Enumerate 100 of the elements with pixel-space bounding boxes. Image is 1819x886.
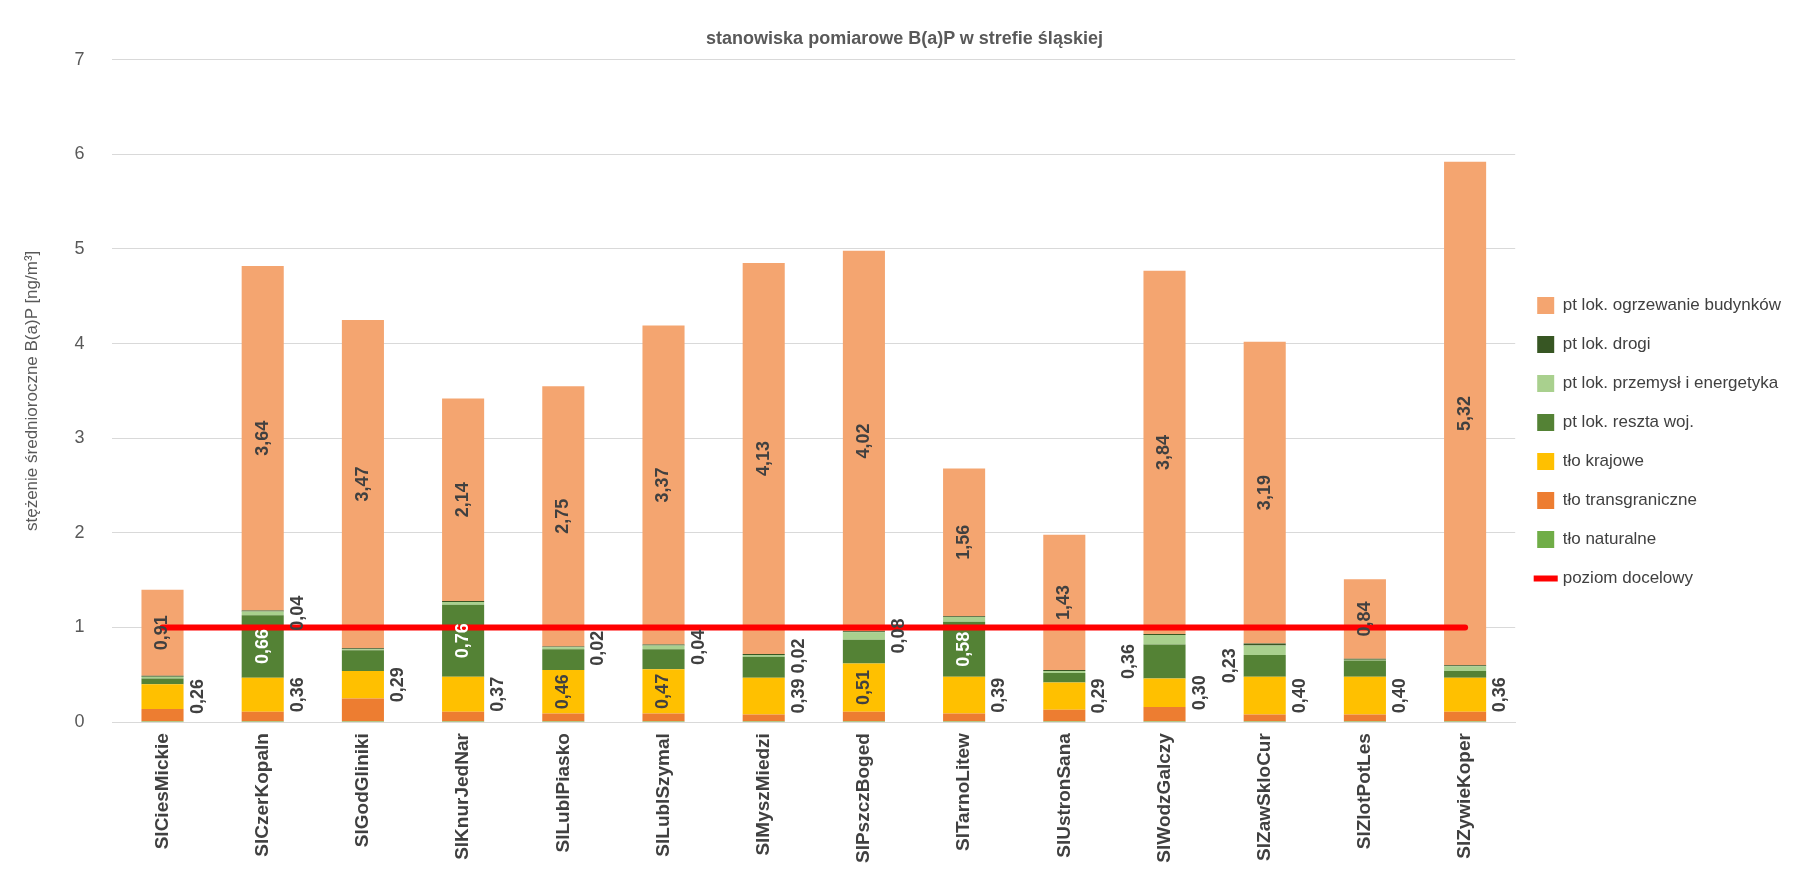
data-label: 0,39 <box>988 677 1009 713</box>
bar <box>341 650 384 672</box>
bar <box>1343 660 1386 677</box>
legend-label: poziom docelowy <box>1562 568 1694 588</box>
bar <box>241 611 284 616</box>
x-tick-label: SlKnurJedNar <box>451 732 473 860</box>
x-tick-label: SlMyszMiedzi <box>751 733 773 856</box>
bar <box>542 713 585 722</box>
bar <box>1444 671 1487 678</box>
data-label: 0,29 <box>1088 678 1109 714</box>
data-label: 3,84 <box>1153 434 1174 470</box>
y-axis-title: stężenie średnioroczne B(a)P [ng/m³] <box>21 250 41 532</box>
bar <box>642 645 685 650</box>
bar <box>241 711 284 722</box>
bar <box>341 319 384 649</box>
bar <box>442 398 485 601</box>
bar <box>1143 270 1186 635</box>
bar <box>642 649 685 670</box>
bar <box>1444 711 1487 722</box>
bar <box>742 263 785 654</box>
data-label: 0,26 <box>186 679 207 715</box>
legend-label: pt lok. przemysł i energetyka <box>1562 373 1779 393</box>
x-tick-label: SlLublPiasko <box>551 733 573 853</box>
data-label: 1,43 <box>1053 584 1074 620</box>
data-label: 4,13 <box>752 441 773 477</box>
data-label: 0,39 <box>787 678 808 714</box>
data-label: 0,23 <box>1218 648 1239 684</box>
legend-label: tło transgraniczne <box>1562 490 1697 510</box>
bar <box>341 698 384 722</box>
data-label: 3,19 <box>1253 475 1274 511</box>
data-label: 0,40 <box>1388 678 1409 714</box>
bar <box>842 639 885 664</box>
data-label: 0,30 <box>1188 675 1209 711</box>
bar <box>742 677 785 715</box>
bar <box>742 656 785 678</box>
data-label: 0,47 <box>652 673 673 709</box>
legend-label: pt lok. ogrzewanie budynków <box>1562 295 1782 315</box>
data-label: 0,04 <box>687 629 708 665</box>
data-label: 3,37 <box>652 467 673 503</box>
x-tick-label: SlZywieKoper <box>1453 732 1475 859</box>
x-tick-label: SlZlotPotLes <box>1353 733 1375 850</box>
bar <box>1143 644 1186 679</box>
x-tick-label: SlTarnoLitew <box>952 732 974 852</box>
data-label: 0,91 <box>151 615 172 651</box>
bar <box>842 250 885 632</box>
x-tick-label: SlCiesMickie <box>150 733 172 850</box>
x-tick-label: SlCzerKopaln <box>250 733 272 857</box>
bar <box>642 669 685 714</box>
y-tick-label: 4 <box>74 332 85 353</box>
bar <box>1243 714 1286 722</box>
data-label: 0,02 <box>787 638 808 674</box>
legend-label: tło krajowe <box>1562 451 1644 471</box>
data-label: 3,47 <box>351 466 372 502</box>
bar <box>943 713 986 722</box>
data-label: 0,84 <box>1353 601 1374 637</box>
y-tick-label: 0 <box>74 711 85 732</box>
bar <box>1043 534 1086 671</box>
x-tick-label: SlLublSzymal <box>651 733 673 857</box>
bar <box>1043 682 1086 710</box>
data-label: 0,04 <box>286 595 307 631</box>
data-label: 0,08 <box>887 618 908 654</box>
bar <box>943 617 986 622</box>
chart-title: stanowiska pomiarowe B(a)P w strefie śląskiej <box>706 27 1103 48</box>
bar <box>1444 161 1487 666</box>
bar <box>842 711 885 722</box>
data-label: 0,29 <box>386 667 407 703</box>
data-label: 0,51 <box>852 670 873 706</box>
bar <box>943 468 986 617</box>
x-tick-label: SlUstronSana <box>1052 732 1074 858</box>
y-tick-label: 2 <box>74 521 85 542</box>
bar <box>1243 676 1286 715</box>
x-tick-label: SlZawSkloCur <box>1252 732 1274 861</box>
bar <box>141 589 184 676</box>
bar <box>1043 709 1086 722</box>
data-label: 0,02 <box>587 630 608 666</box>
bar <box>542 386 585 647</box>
legend-label: tło naturalne <box>1562 529 1657 549</box>
bar <box>943 676 986 714</box>
data-label: 0,37 <box>487 676 508 712</box>
bar <box>141 678 184 685</box>
bar <box>241 265 284 611</box>
bar <box>1243 645 1286 655</box>
bar <box>1143 635 1186 645</box>
bar <box>742 714 785 722</box>
data-label: 0,36 <box>1489 677 1510 713</box>
bar <box>141 708 184 722</box>
bar <box>842 632 885 640</box>
data-label: 0,46 <box>552 674 573 710</box>
y-tick-label: 7 <box>74 48 85 69</box>
x-tick-label: SlWodzGalczy <box>1152 732 1174 863</box>
bar <box>642 713 685 722</box>
data-label: 0,76 <box>452 623 473 659</box>
data-label: 4,02 <box>852 423 873 459</box>
bar <box>241 677 284 712</box>
data-label: 1,56 <box>953 524 974 560</box>
bar <box>1444 677 1487 712</box>
bar <box>542 649 585 671</box>
bar <box>1143 706 1186 722</box>
data-label: 5,32 <box>1454 396 1475 432</box>
x-tick-label: SlGodGliniki <box>351 733 373 848</box>
